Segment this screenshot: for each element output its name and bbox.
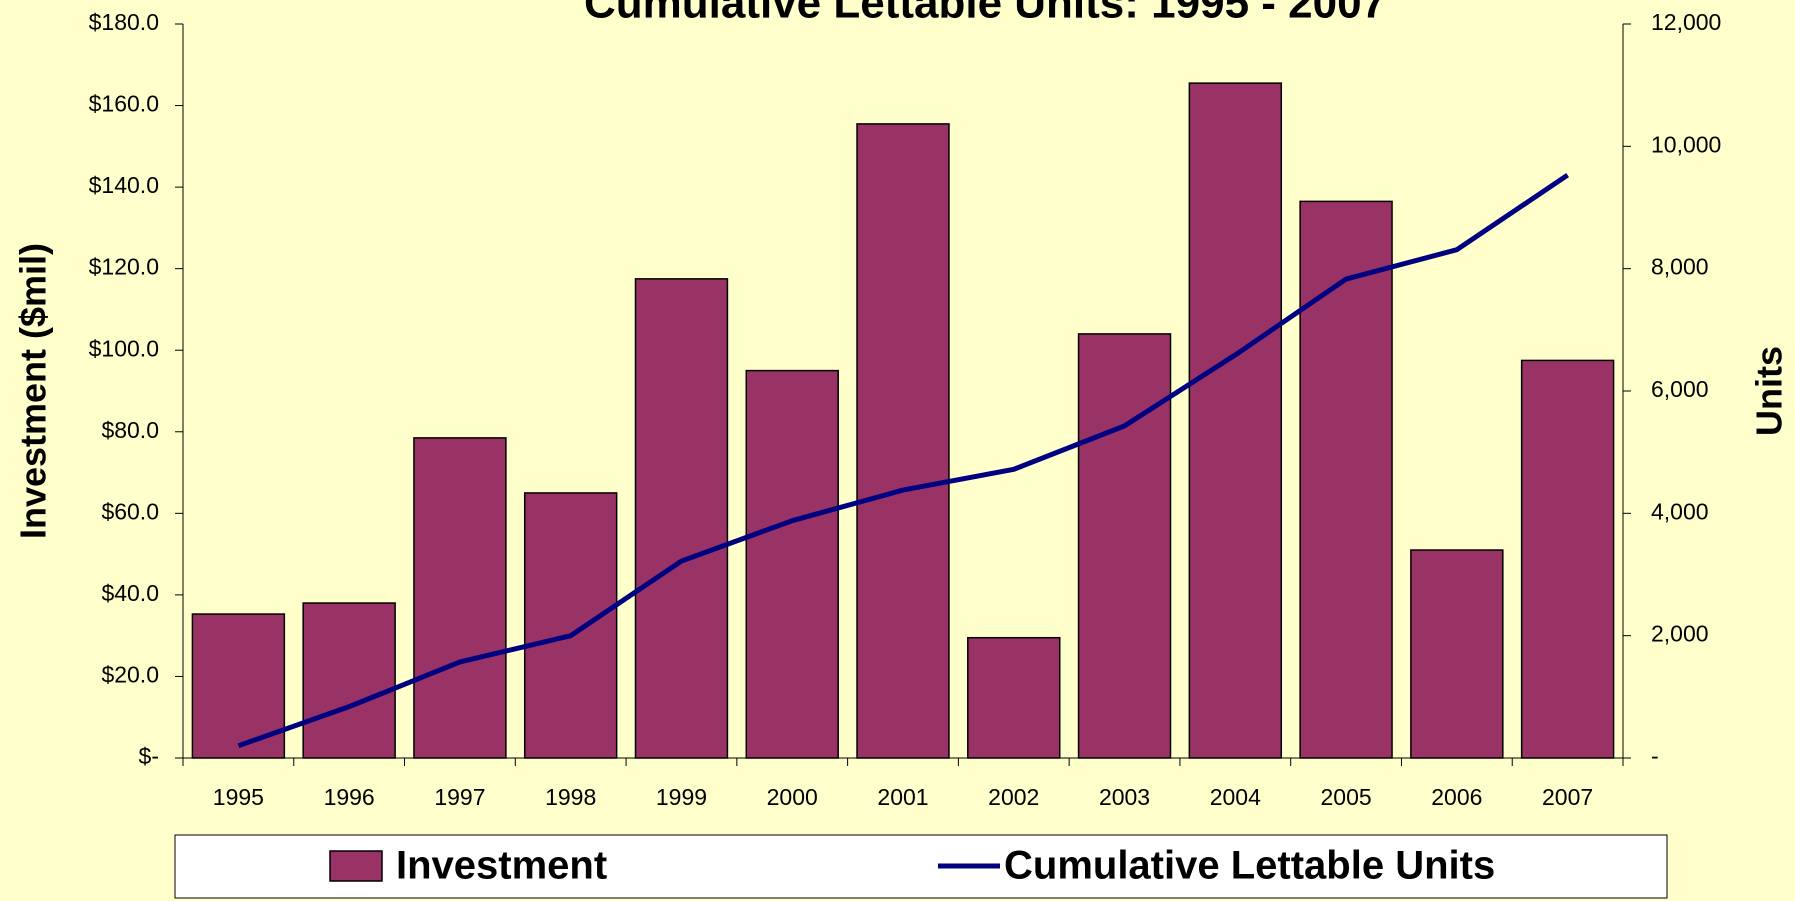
chart-title: Cumulative Lettable Units: 1995 - 2007 xyxy=(584,0,1386,28)
y-tick-label: $160.0 xyxy=(89,91,159,117)
y-tick-label: $100.0 xyxy=(89,335,159,361)
y-tick-label: $140.0 xyxy=(89,172,159,198)
y-tick-label: $- xyxy=(139,743,159,769)
y2-tick-label: 12,000 xyxy=(1651,9,1721,35)
y-tick-label: $60.0 xyxy=(101,498,159,524)
y2-tick-label: 4,000 xyxy=(1651,498,1709,524)
bar xyxy=(634,278,729,759)
x-tick-label: 2003 xyxy=(1099,784,1150,810)
y-tick-label: $20.0 xyxy=(101,662,159,688)
y-axis-title: Investment ($mil) xyxy=(13,243,54,539)
bar xyxy=(1188,82,1283,759)
x-tick-label: 1999 xyxy=(656,784,707,810)
x-tick-label: 2007 xyxy=(1542,784,1593,810)
y-tick-label: $40.0 xyxy=(101,580,159,606)
bar xyxy=(413,437,507,759)
x-tick-label: 1998 xyxy=(545,784,596,810)
bar xyxy=(1077,333,1172,759)
bar xyxy=(967,636,1061,759)
x-tick-label: 1996 xyxy=(324,784,375,810)
legend-box xyxy=(174,834,1668,899)
legend-label: Cumulative Lettable Units xyxy=(1004,844,1495,888)
x-tick-label: 2000 xyxy=(767,784,818,810)
bar xyxy=(856,123,950,759)
bar xyxy=(523,492,618,759)
x-tick-label: 1997 xyxy=(434,784,485,810)
y2-tick-label: 8,000 xyxy=(1651,254,1709,280)
y2-tick-label: 6,000 xyxy=(1651,376,1709,402)
y2-tick-label: - xyxy=(1651,743,1659,769)
y2-tick-label: 2,000 xyxy=(1651,621,1709,647)
y2-tick-label: 10,000 xyxy=(1651,131,1721,157)
x-tick-label: 1995 xyxy=(213,784,264,810)
y2-axis-title: Units xyxy=(1749,346,1790,436)
bar xyxy=(1410,549,1504,759)
legend-label: Investment xyxy=(396,844,607,888)
y-tick-label: $80.0 xyxy=(101,417,159,443)
bar xyxy=(745,369,839,759)
bar xyxy=(1299,200,1393,759)
y-tick-label: $120.0 xyxy=(89,254,159,280)
x-tick-label: 2006 xyxy=(1431,784,1482,810)
x-tick-label: 2005 xyxy=(1320,784,1371,810)
line xyxy=(237,173,1570,749)
x-tick-label: 2004 xyxy=(1210,784,1261,810)
y-tick-label: $180.0 xyxy=(89,9,159,35)
bar xyxy=(1520,359,1615,759)
x-tick-label: 2002 xyxy=(988,784,1039,810)
bar xyxy=(302,602,396,759)
legend-swatch xyxy=(329,850,383,882)
x-tick-label: 2001 xyxy=(877,784,928,810)
